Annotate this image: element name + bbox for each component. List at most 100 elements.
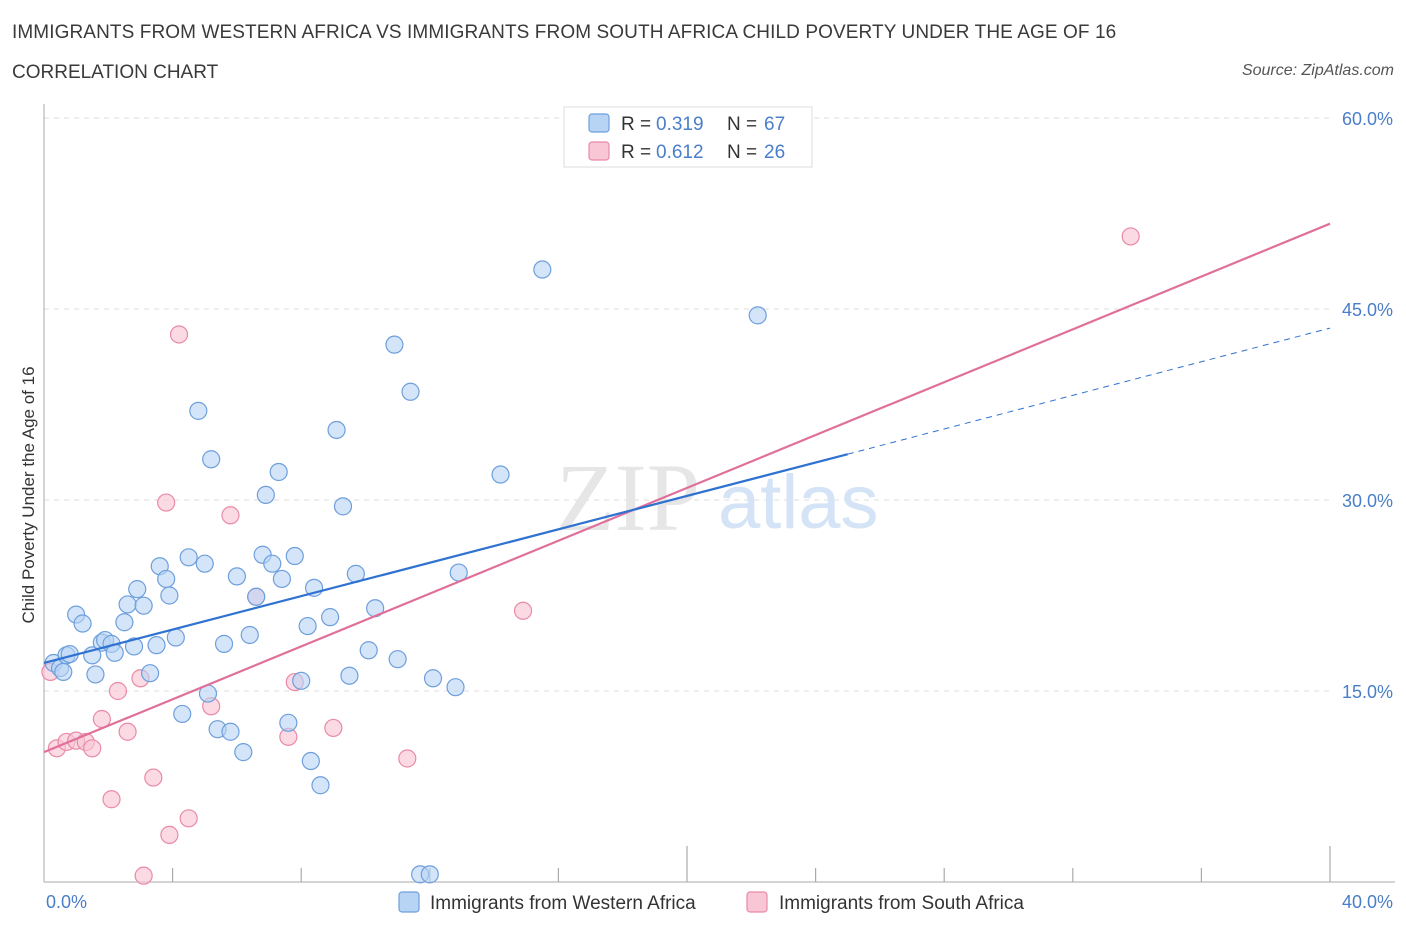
data-point-western-africa bbox=[446, 678, 465, 697]
data-point-western-africa bbox=[333, 497, 353, 516]
source-credit: Source: ZipAtlas.com bbox=[1241, 62, 1394, 79]
chart-subtitle: CORRELATION CHART bbox=[12, 62, 219, 83]
y-tick-label: 45.0% bbox=[1342, 300, 1393, 320]
data-point-western-africa bbox=[247, 587, 266, 606]
data-point-western-africa bbox=[401, 382, 420, 401]
data-point-western-africa bbox=[491, 465, 510, 484]
data-point-south-africa bbox=[169, 325, 189, 344]
data-point-western-africa bbox=[256, 485, 275, 505]
data-point-south-africa bbox=[160, 825, 179, 844]
data-point-western-africa bbox=[160, 586, 179, 605]
data-point-western-africa bbox=[234, 743, 253, 762]
y-tick-label: 15.0% bbox=[1342, 682, 1393, 702]
data-point-western-africa bbox=[301, 751, 320, 771]
data-point-western-africa bbox=[124, 637, 144, 656]
x-tick-label: 40.0% bbox=[1342, 892, 1393, 912]
series-legend: Immigrants from Western Africa Immigrant… bbox=[398, 891, 1024, 914]
data-point-western-africa bbox=[221, 722, 240, 741]
data-point-western-africa bbox=[420, 865, 439, 884]
data-point-western-africa bbox=[173, 704, 192, 724]
watermark-zip: ZIP bbox=[556, 444, 700, 551]
stats-n-label-1: N = bbox=[727, 114, 757, 135]
data-point-south-africa bbox=[398, 749, 417, 768]
legend-swatch-south-africa bbox=[746, 891, 768, 913]
stats-r-value-1: 0.319 bbox=[656, 114, 704, 135]
data-point-western-africa bbox=[263, 554, 282, 573]
stats-legend-swatch-1 bbox=[588, 113, 610, 133]
y-tick-label: 30.0% bbox=[1342, 491, 1393, 511]
data-point-western-africa bbox=[227, 567, 246, 586]
data-point-south-africa bbox=[102, 790, 121, 809]
data-point-western-africa bbox=[748, 306, 767, 325]
data-point-western-africa bbox=[269, 462, 288, 482]
data-point-western-africa bbox=[140, 664, 160, 683]
data-point-south-africa bbox=[513, 601, 533, 620]
data-point-western-africa bbox=[195, 554, 214, 573]
y-axis-label: Child Poverty Under the Age of 16 bbox=[19, 366, 38, 623]
data-point-western-africa bbox=[340, 666, 359, 685]
x-tick-label: 0.0% bbox=[46, 892, 87, 912]
stats-n-value-2: 26 bbox=[764, 142, 785, 163]
data-point-south-africa bbox=[108, 681, 128, 701]
watermark: ZIP atlas bbox=[556, 444, 879, 551]
grid-lines bbox=[44, 117, 1330, 692]
data-point-western-africa bbox=[292, 671, 311, 690]
data-point-western-africa bbox=[179, 548, 198, 567]
axes bbox=[43, 104, 1395, 883]
data-point-western-africa bbox=[54, 662, 73, 682]
data-point-western-africa bbox=[327, 420, 346, 440]
trend-lines bbox=[43, 222, 1331, 754]
data-point-south-africa bbox=[221, 506, 240, 525]
stats-n-value-1: 67 bbox=[764, 114, 785, 135]
data-point-south-africa bbox=[83, 739, 102, 758]
stats-r-label-1: R = bbox=[621, 114, 651, 135]
data-point-south-africa bbox=[179, 809, 198, 828]
data-point-western-africa bbox=[285, 546, 304, 566]
data-point-western-africa bbox=[388, 650, 407, 669]
data-point-south-africa bbox=[1121, 227, 1140, 246]
data-point-western-africa bbox=[128, 580, 147, 599]
data-point-western-africa bbox=[73, 614, 92, 633]
data-point-south-africa bbox=[324, 718, 343, 738]
data-point-western-africa bbox=[298, 616, 317, 636]
stats-r-label-2: R = bbox=[621, 142, 651, 163]
data-point-western-africa bbox=[533, 260, 552, 279]
data-point-western-africa bbox=[321, 608, 340, 627]
data-point-western-africa bbox=[359, 641, 378, 660]
trend-line-south-africa bbox=[43, 222, 1331, 754]
data-point-western-africa bbox=[423, 669, 443, 688]
legend-swatch-western-africa bbox=[398, 891, 420, 913]
data-point-western-africa bbox=[385, 335, 404, 354]
data-point-south-africa bbox=[144, 768, 163, 787]
data-point-western-africa bbox=[189, 401, 208, 420]
trend-line-western-africa bbox=[43, 453, 849, 665]
data-point-south-africa bbox=[157, 493, 176, 512]
stats-n-label-2: N = bbox=[727, 142, 757, 163]
data-point-western-africa bbox=[118, 595, 137, 614]
data-point-western-africa bbox=[272, 569, 292, 589]
data-point-western-africa bbox=[311, 776, 330, 795]
stats-legend-swatch-2 bbox=[588, 141, 610, 161]
data-point-western-africa bbox=[157, 569, 176, 589]
data-point-south-africa bbox=[118, 722, 137, 741]
y-tick-label: 60.0% bbox=[1342, 109, 1393, 129]
data-point-western-africa bbox=[86, 665, 105, 684]
data-point-western-africa bbox=[166, 628, 185, 647]
watermark-atlas: atlas bbox=[718, 460, 879, 545]
data-point-western-africa bbox=[240, 625, 259, 645]
chart-title: IMMIGRANTS FROM WESTERN AFRICA VS IMMIGR… bbox=[12, 22, 1117, 43]
data-point-western-africa bbox=[214, 634, 234, 653]
data-point-western-africa bbox=[279, 713, 298, 732]
data-point-western-africa bbox=[134, 596, 153, 615]
data-point-western-africa bbox=[202, 450, 221, 469]
legend-label-south-africa: Immigrants from South Africa bbox=[779, 893, 1024, 914]
data-point-western-africa bbox=[115, 613, 134, 632]
legend-label-western-africa: Immigrants from Western Africa bbox=[430, 893, 696, 914]
data-point-western-africa bbox=[147, 636, 166, 655]
stats-legend: R = 0.319 N = 67 R = 0.612 N = 26 bbox=[563, 106, 813, 168]
series-western-africa-points bbox=[44, 260, 767, 884]
tick-labels: 15.0% 30.0% 45.0% 60.0% 0.0% 40.0% bbox=[46, 109, 1393, 912]
stats-r-value-2: 0.612 bbox=[656, 142, 704, 163]
data-point-south-africa bbox=[134, 866, 153, 885]
